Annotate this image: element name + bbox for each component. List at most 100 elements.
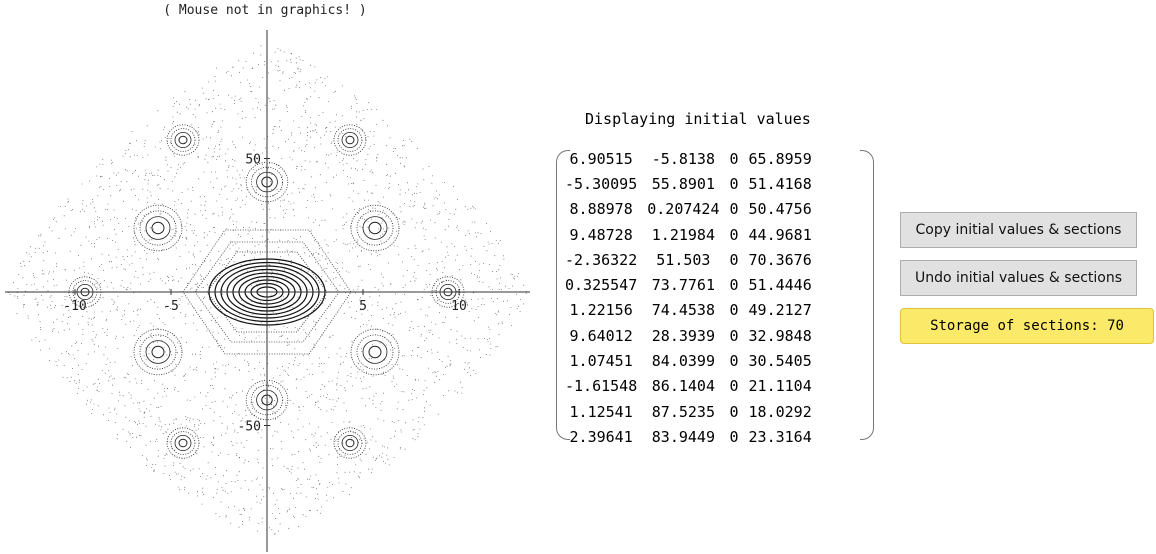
table-cell: 1.22156 — [569, 301, 633, 320]
table-cell: 0 — [729, 174, 739, 193]
table-row: 9.48728 1.21984 0 44.9681 — [560, 222, 817, 247]
table-cell: 9.48728 — [569, 225, 633, 244]
table-cell: 23.3164 — [748, 427, 812, 446]
y-tick-label: -50 — [238, 420, 261, 435]
table-title: Displaying initial values — [585, 110, 811, 128]
x-tick-label: 5 — [359, 299, 367, 314]
table-row: -2.36322 51.503 0 70.3676 — [560, 247, 817, 272]
island-curve — [133, 328, 183, 376]
table-cell: -5.30095 — [565, 174, 638, 193]
table-cell: 0 — [729, 276, 739, 295]
island-curve — [333, 427, 367, 459]
island-curve — [170, 128, 196, 152]
island-curve — [245, 379, 289, 421]
island-curve — [170, 431, 196, 455]
storage-indicator: Storage of sections: 70 — [900, 308, 1154, 344]
table-row: 9.64012 28.3939 0 32.9848 — [560, 323, 817, 348]
island-curve — [133, 204, 183, 252]
table-cell: 84.0399 — [651, 352, 715, 371]
island-curve — [174, 434, 192, 451]
island-curve — [174, 131, 192, 148]
table-cell: 0 — [729, 427, 739, 446]
island-curve — [337, 431, 363, 455]
table-cell: 0.325547 — [565, 276, 638, 295]
table-cell: 74.4538 — [651, 301, 715, 320]
table-cell: 70.3676 — [748, 250, 812, 269]
island-curve — [368, 345, 382, 359]
island-curve — [350, 328, 400, 376]
island-curve — [145, 340, 171, 364]
table-row: 1.07451 84.0399 0 30.5405 — [560, 348, 817, 373]
table-cell: 6.90515 — [569, 149, 633, 168]
island-curve — [178, 135, 188, 145]
table-cell: 65.8959 — [748, 149, 812, 168]
island-curve — [139, 210, 177, 246]
island-curve — [145, 216, 171, 240]
plot: ( Mouse not in graphics! ) -10 -5 5 10 50 -50 — [5, 3, 530, 552]
hexagon-curve — [182, 229, 352, 355]
table-row: 1.22156 74.4538 0 49.2127 — [560, 298, 817, 323]
table-cell: 1.21984 — [651, 225, 715, 244]
table-cell: 21.1104 — [748, 377, 812, 396]
table-cell: 0.207424 — [647, 200, 720, 219]
island-curve — [333, 124, 367, 156]
table-cell: 1.07451 — [569, 352, 633, 371]
table-cell: 0 — [729, 402, 739, 421]
table-cell: -5.8138 — [651, 149, 715, 168]
table-cell: 73.7761 — [651, 276, 715, 295]
table-cell: 18.0292 — [748, 402, 812, 421]
table-cell: 51.4446 — [748, 276, 812, 295]
table-cell: 0 — [729, 377, 739, 396]
table-cell: -1.61548 — [565, 377, 638, 396]
island-curve — [166, 427, 200, 459]
table-row: 1.12541 87.5235 0 18.0292 — [560, 399, 817, 424]
table-cell: 9.64012 — [569, 326, 633, 345]
island-curve — [362, 216, 388, 240]
right-paren — [860, 150, 874, 440]
island-curve — [245, 161, 289, 203]
table-cell: 51.503 — [656, 250, 711, 269]
table-cell: 55.8901 — [651, 174, 715, 193]
table-cell: 0 — [729, 326, 739, 345]
island-curve — [337, 128, 363, 152]
table-cell: 30.5405 — [748, 352, 812, 371]
table-cell: 83.9449 — [651, 427, 715, 446]
island-curve — [250, 166, 283, 198]
table-cell: 86.1404 — [651, 377, 715, 396]
island-curve — [356, 334, 394, 370]
undo-button[interactable]: Undo initial values & sections — [900, 260, 1137, 296]
x-tick-label: 10 — [451, 299, 467, 314]
table-cell: 8.88978 — [569, 200, 633, 219]
table-cell: 0 — [729, 301, 739, 320]
status-text: ( Mouse not in graphics! ) — [163, 3, 367, 18]
island-curve — [356, 210, 394, 246]
island-curve — [250, 384, 283, 416]
table-cell: 0 — [729, 200, 739, 219]
table-row: 8.88978 0.207424 0 50.4756 — [560, 197, 817, 222]
table-cell: 0 — [729, 225, 739, 244]
island-curve — [341, 434, 359, 451]
island-curve — [341, 131, 359, 148]
island-curve — [151, 345, 165, 359]
table-cell: 87.5235 — [651, 402, 715, 421]
island-curve — [151, 221, 165, 235]
copy-button[interactable]: Copy initial values & sections — [900, 212, 1137, 248]
island-curve — [368, 221, 382, 235]
y-tick-label: 50 — [245, 153, 261, 168]
x-tick-label: -5 — [163, 299, 179, 314]
table-cell: 1.12541 — [569, 402, 633, 421]
table-cell: 0 — [729, 149, 739, 168]
x-tick-label: -10 — [63, 299, 86, 314]
table-row: -5.30095 55.8901 0 51.4168 — [560, 171, 817, 196]
island-curve — [345, 135, 355, 145]
table-row: 0.325547 73.7761 0 51.4446 — [560, 272, 817, 297]
island-curve — [350, 204, 400, 252]
table-cell: 44.9681 — [748, 225, 812, 244]
table-row: -1.61548 86.1404 0 21.1104 — [560, 374, 817, 399]
table-row: 2.39641 83.9449 0 23.3164 — [560, 424, 817, 449]
island-curve — [362, 340, 388, 364]
table-cell: 28.3939 — [651, 326, 715, 345]
table-cell: 2.39641 — [569, 427, 633, 446]
table-row: 6.90515 -5.8138 0 65.8959 — [560, 146, 817, 171]
table-cell: 49.2127 — [748, 301, 812, 320]
